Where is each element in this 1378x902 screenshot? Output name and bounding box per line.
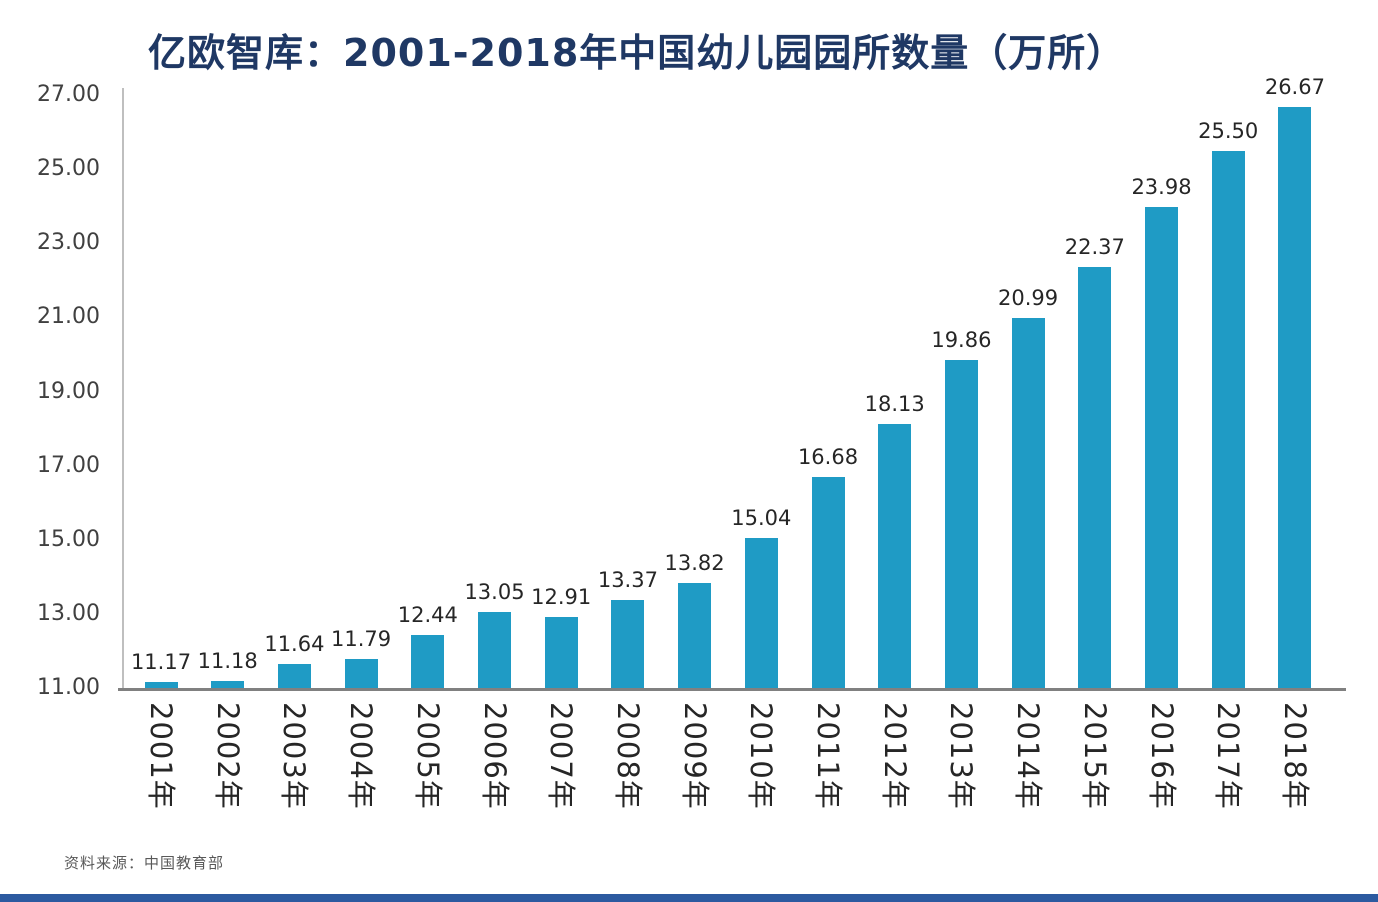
bar [1078,266,1112,688]
x-axis-label: 2005年 [410,702,445,810]
bar [144,681,178,688]
y-axis-tick-label: 11.00 [37,675,100,700]
bar [478,612,511,688]
x-axis-label: 2017年 [1211,702,1246,810]
bar-value-label: 26.67 [1264,75,1325,100]
bar-value-label: 11.64 [264,632,325,657]
bar-value-label: 13.05 [464,580,525,605]
x-axis-label: 2012年 [877,702,912,810]
bar [811,477,845,688]
bar-value-label: 25.50 [1198,118,1259,143]
x-axis-label: 2003年 [277,702,312,810]
bar [744,538,778,688]
bar [611,600,645,688]
x-axis-label: 2009年 [677,702,712,810]
x-axis-label: 2011年 [811,702,845,810]
bar [211,681,245,688]
y-axis-tick-label: 25.00 [37,156,100,182]
bar-value-label: 19.86 [931,327,992,352]
x-axis-label: 2006年 [477,702,512,810]
source-note: 资料来源：中国教育部 [64,854,225,872]
y-axis-tick-label: 21.00 [37,304,100,330]
footer-bar [0,894,1378,902]
y-axis-tick-label: 13.00 [37,600,100,626]
y-axis-tick-label: 15.00 [37,526,100,552]
bar [1011,317,1045,688]
bar [344,658,378,688]
bar [277,664,311,688]
y-axis-tick-label: 19.00 [37,378,100,404]
x-axis-label: 2018年 [1277,702,1312,810]
bar [944,359,978,688]
bar-value-label: 20.99 [998,285,1059,310]
x-axis-label: 2004年 [344,702,379,810]
x-axis-label: 2016年 [1144,702,1179,810]
bar [1145,206,1178,688]
bar [1278,107,1312,688]
x-axis-label: 2001年 [144,702,178,810]
x-axis-label: 2002年 [210,702,245,810]
y-axis-line [122,88,124,688]
bar-value-label: 11.79 [331,626,392,651]
y-axis-tick-label: 17.00 [37,452,100,478]
bar [544,617,578,688]
x-axis-label: 2007年 [544,702,579,810]
bar-value-label: 12.44 [397,602,458,627]
bar-value-label: 12.91 [531,585,592,610]
bar-value-label: 13.37 [597,568,658,593]
bar-value-label: 11.17 [130,649,192,674]
bar-value-label: 23.98 [1131,174,1192,199]
bar-value-label: 22.37 [1064,234,1125,259]
x-axis-line [118,688,1346,691]
bar-value-label: 15.04 [731,506,792,531]
bar [678,583,712,688]
bar [878,423,912,688]
x-axis-label: 2010年 [744,702,779,810]
bar [411,634,445,688]
bar-value-label: 16.68 [797,445,859,470]
bar-value-label: 13.82 [664,551,725,576]
x-axis-label: 2008年 [610,702,645,810]
chart-title: 亿欧智库：2001-2018年中国幼儿园园所数量（万所） [148,31,1126,75]
x-axis-label: 2014年 [1011,702,1046,810]
y-axis-tick-label: 23.00 [37,230,100,256]
x-axis-label: 2015年 [1077,702,1112,810]
bar-value-label: 18.13 [864,391,925,416]
x-axis-label: 2013年 [944,702,979,810]
y-axis-tick-label: 27.00 [37,82,100,107]
bar-value-label: 11.18 [197,649,258,674]
bar [1211,150,1245,688]
